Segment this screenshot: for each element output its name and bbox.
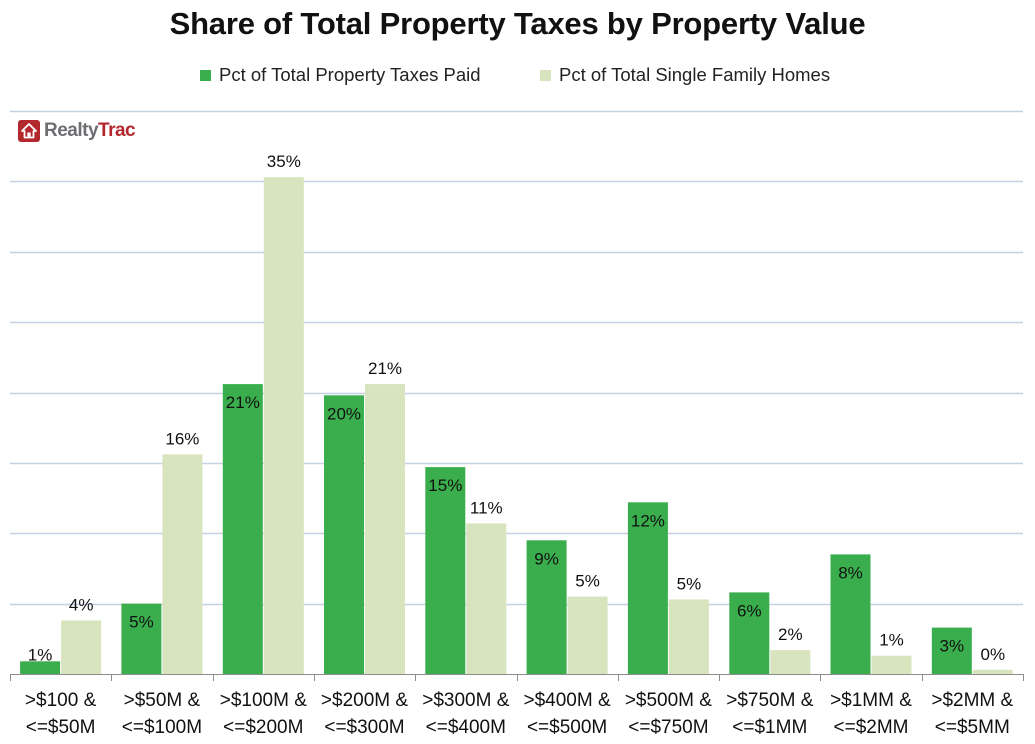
data-label-taxes-paid: 3%: [940, 637, 965, 656]
x-tick-label: <=$50M: [26, 717, 96, 738]
legend-item-single-family-homes: Pct of Total Single Family Homes: [540, 64, 830, 86]
bar-single-family-homes: [263, 177, 304, 674]
realtytrac-logo: RealtyTrac: [18, 120, 136, 142]
bar-single-family-homes: [61, 620, 102, 674]
data-label-taxes-paid: 6%: [737, 601, 762, 620]
data-label-single-family-homes: 5%: [677, 574, 702, 593]
bar-single-family-homes: [567, 596, 608, 674]
data-label-single-family-homes: 5%: [575, 572, 600, 591]
legend-item-taxes-paid: Pct of Total Property Taxes Paid: [200, 64, 481, 86]
x-tick-label: >$300M &: [422, 690, 509, 711]
data-label-single-family-homes: 11%: [470, 498, 503, 517]
bar-taxes-paid: [729, 592, 770, 674]
x-tick-label: <=$1MM: [732, 717, 807, 738]
logo-text-trac: Trac: [98, 120, 136, 141]
x-tick-label: <=$750M: [628, 717, 708, 738]
bar-taxes-paid: [627, 502, 668, 674]
bar-taxes-paid: [830, 554, 871, 674]
data-label-single-family-homes: 1%: [879, 631, 904, 650]
data-label-single-family-homes: 16%: [165, 429, 199, 448]
x-tick-label: >$500M &: [625, 690, 712, 711]
data-label-taxes-paid: 5%: [129, 613, 154, 632]
x-tick-label: <=$500M: [527, 717, 607, 738]
x-tick-label: <=$400M: [426, 717, 506, 738]
x-tick-label: <=$100M: [122, 717, 202, 738]
x-tick-label: >$100 &: [25, 690, 97, 711]
legend-swatch-single-family-homes: [540, 69, 551, 81]
bar-single-family-homes: [770, 650, 811, 674]
bar-single-family-homes: [162, 454, 203, 674]
x-tick-label: >$200M &: [321, 690, 408, 711]
data-label-single-family-homes: 2%: [778, 625, 803, 644]
bar-taxes-paid: [121, 603, 162, 674]
bar-single-family-homes: [668, 599, 709, 674]
data-label-single-family-homes: 35%: [267, 152, 301, 171]
bar-taxes-paid: [425, 467, 466, 674]
bar-single-family-homes: [871, 655, 912, 674]
bar-single-family-homes: [972, 669, 1013, 674]
house-icon: [18, 120, 40, 142]
data-label-taxes-paid: 8%: [838, 563, 863, 582]
bar-taxes-paid: [324, 395, 364, 674]
legend-label-taxes-paid: Pct of Total Property Taxes Paid: [219, 64, 481, 85]
data-label-taxes-paid: 12%: [631, 511, 665, 530]
data-label-single-family-homes: 0%: [981, 645, 1006, 664]
legend: Pct of Total Property Taxes Paid Pct of …: [0, 64, 1035, 90]
bar-taxes-paid: [222, 384, 263, 674]
bar-taxes-paid: [526, 540, 567, 674]
bar-single-family-homes: [365, 384, 405, 674]
bar-taxes-paid: [20, 661, 61, 674]
x-tick-label: >$100M &: [220, 690, 307, 711]
legend-label-single-family-homes: Pct of Total Single Family Homes: [559, 64, 831, 85]
bar-taxes-paid: [931, 627, 972, 674]
x-tick-label: >$1MM &: [830, 690, 912, 711]
data-label-single-family-homes: 21%: [368, 359, 402, 378]
legend-swatch-taxes-paid: [200, 69, 211, 81]
data-label-taxes-paid: 15%: [428, 476, 462, 495]
x-tick-label: >$400M &: [524, 690, 611, 711]
logo-text: RealtyTrac: [44, 120, 136, 142]
x-tick-label: <=$5MM: [935, 717, 1010, 738]
x-tick-label: >$50M &: [124, 690, 201, 711]
logo-text-realty: Realty: [44, 120, 99, 141]
x-tick-label: >$2MM &: [931, 690, 1013, 711]
x-tick-label: >$750M &: [726, 690, 813, 711]
data-label-taxes-paid: 20%: [327, 404, 361, 423]
data-label-single-family-homes: 4%: [69, 596, 94, 615]
chart-title: Share of Total Property Taxes by Propert…: [169, 6, 866, 41]
x-tick-label: <=$300M: [324, 717, 404, 738]
x-tick-label: <=$2MM: [834, 717, 909, 738]
x-tick-label: <=$200M: [223, 717, 303, 738]
data-label-taxes-paid: 21%: [226, 393, 260, 412]
bar-single-family-homes: [466, 523, 507, 674]
data-label-taxes-paid: 1%: [28, 645, 53, 664]
data-label-taxes-paid: 9%: [534, 549, 559, 568]
